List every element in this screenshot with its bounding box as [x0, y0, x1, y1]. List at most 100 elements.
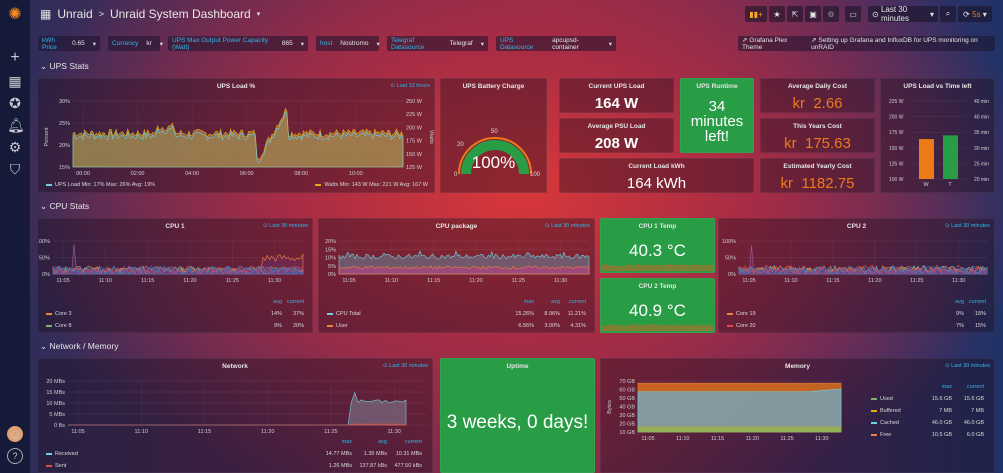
settings-button[interactable]: ⚙: [823, 6, 839, 22]
var-telegraf-datasource[interactable]: Telegraf Datasource Telegraf ▾: [387, 36, 488, 51]
panel-title[interactable]: Network: [222, 363, 248, 370]
compass-icon[interactable]: ✪: [9, 95, 21, 111]
x-tick-label: 10:00: [349, 171, 363, 177]
var-ups-max[interactable]: UPS Max Output Power Capacity (Watt) 865 ▾: [168, 36, 308, 51]
link-ups-guide[interactable]: ⇗ Setting up Grafana and InfluxDB for UP…: [811, 37, 978, 51]
var-value[interactable]: apcupsd-container: [552, 36, 579, 51]
legend-item[interactable]: Received: [46, 451, 78, 457]
link-plex-theme[interactable]: ⇗ Grafana Plex Theme: [742, 37, 788, 51]
save-button[interactable]: ▣: [805, 6, 821, 22]
x-tick-label: 00:00: [76, 171, 90, 177]
legend-header-current[interactable]: current: [966, 384, 984, 390]
legend-ups-load[interactable]: UPS Load Min: 17% Max: 26% Avg: 19%: [46, 182, 155, 188]
var-value[interactable]: 0.65: [72, 40, 85, 47]
star-button[interactable]: ★: [769, 6, 785, 22]
legend-value-current: 37%: [292, 311, 304, 317]
panel-title[interactable]: CPU 2 Temp: [638, 283, 677, 290]
x-tick-label: 11:20: [868, 278, 881, 284]
help-icon[interactable]: ?: [7, 448, 23, 464]
gear-icon[interactable]: ⚙: [8, 139, 22, 155]
legend-item[interactable]: Core 19: [727, 311, 756, 317]
legend-value-max: 10.5 GB: [931, 432, 952, 438]
legend-header-avg[interactable]: avg: [955, 299, 964, 305]
var-host[interactable]: host Nostromo ▾: [316, 36, 380, 51]
zoom-out-button[interactable]: ⌕: [940, 6, 956, 22]
var-value[interactable]: 865: [281, 40, 293, 47]
row-header-network[interactable]: ⌄ Network / Memory: [40, 341, 119, 351]
panel-title[interactable]: UPS Runtime: [696, 83, 738, 90]
panel-title[interactable]: Average Daily Cost: [787, 83, 847, 90]
legend-item[interactable]: Core 20: [727, 323, 756, 329]
x-tick-label: 11:20: [183, 278, 196, 284]
temp-sparkline-path: [602, 263, 714, 271]
time-picker[interactable]: ⊙ Last 30 minutes ▾: [868, 5, 938, 23]
panel-title[interactable]: CPU package: [435, 223, 478, 230]
var-label: Currency: [112, 40, 139, 47]
breadcrumb-root[interactable]: Unraid: [57, 7, 93, 21]
legend-item[interactable]: Core 3: [46, 311, 72, 317]
legend-header-current[interactable]: current: [568, 299, 586, 305]
legend-item[interactable]: CPU Total: [327, 311, 361, 317]
grafana-logo-icon[interactable]: ✺: [8, 6, 22, 23]
var-value[interactable]: Nostromo: [340, 40, 369, 47]
var-ups-datasource[interactable]: UPS Datasource apcupsd-container ▾: [496, 36, 616, 51]
panel-title[interactable]: UPS Load vs Time left: [903, 83, 972, 90]
legend-header-current[interactable]: current: [404, 439, 422, 445]
legend-item[interactable]: Used: [871, 396, 893, 402]
core-series: [52, 264, 304, 275]
avatar[interactable]: ☺: [7, 426, 23, 442]
legend-header-max[interactable]: max: [341, 439, 352, 445]
dashboard-title[interactable]: Unraid System Dashboard: [109, 7, 251, 21]
legend-header-avg[interactable]: avg: [551, 299, 560, 305]
legend-label: Watts Min: 143 W Max: 221 W Avg: 167 W: [324, 182, 428, 188]
y-tick-label: 125 W: [889, 161, 904, 167]
row-header-ups[interactable]: ⌄ UPS Stats: [40, 61, 89, 71]
legend-header-current[interactable]: current: [286, 299, 304, 305]
panel-title[interactable]: This Years Cost: [793, 123, 842, 130]
legend-header-avg[interactable]: avg: [273, 299, 282, 305]
legend-item[interactable]: Cached: [871, 420, 899, 426]
legend-item[interactable]: Sent: [46, 463, 66, 469]
panel-title[interactable]: UPS Load %: [216, 83, 256, 90]
row-header-cpu[interactable]: ⌄ CPU Stats: [40, 201, 90, 211]
bell-icon[interactable]: 🔔︎: [7, 117, 25, 133]
var-kwh-price[interactable]: kWh Price 0.65 ▾: [38, 36, 100, 51]
legend-item[interactable]: Core 8: [46, 323, 72, 329]
shield-icon[interactable]: ⛉: [9, 161, 21, 177]
panel-title[interactable]: UPS Battery Charge: [462, 83, 525, 90]
ups-load-vs-time-chart: 225 W 45 min 200 W 40 min 175 W 35 min 150 W 30…: [889, 99, 989, 188]
refresh-button[interactable]: ⟳ 5s ▾: [958, 6, 992, 22]
legend-watts[interactable]: Watts Min: 143 W Max: 221 W Avg: 167 W: [315, 182, 428, 188]
y2-tick-label: 40 min: [974, 115, 989, 121]
legend-value-max: 14.77 MBs: [325, 451, 352, 457]
legend-header-max[interactable]: max: [523, 299, 534, 305]
panel-title[interactable]: Uptime: [506, 363, 529, 370]
tv-mode-button[interactable]: ▭: [845, 6, 861, 22]
panel-title[interactable]: Memory: [785, 363, 810, 370]
legend-header-avg[interactable]: avg: [378, 439, 387, 445]
y-tick-label: 0%: [728, 272, 736, 278]
var-value[interactable]: kr: [146, 40, 152, 47]
panel-title[interactable]: Current Load kWh: [628, 163, 685, 170]
legend-item[interactable]: User: [327, 323, 348, 329]
share-button[interactable]: ⇱: [787, 6, 803, 22]
legend-item[interactable]: Free: [871, 432, 891, 438]
plus-icon[interactable]: +: [10, 49, 20, 66]
legend-header-max[interactable]: max: [941, 384, 952, 390]
legend-item[interactable]: Buffered: [871, 408, 901, 414]
x-tick-label: 11:15: [826, 278, 839, 284]
y-axis-label: Percent: [44, 127, 50, 146]
panel-title[interactable]: CPU 2: [846, 223, 867, 230]
panel-title[interactable]: Current UPS Load: [588, 83, 645, 90]
panel-title[interactable]: CPU 1: [165, 223, 185, 230]
panel-title[interactable]: Average PSU Load: [587, 123, 646, 130]
dashboards-icon[interactable]: ▦: [8, 73, 22, 89]
panel-title[interactable]: CPU 1 Temp: [638, 223, 677, 230]
chevron-down-icon[interactable]: ▾: [256, 11, 261, 18]
var-currency[interactable]: Currency kr ▾: [108, 36, 163, 51]
legend-header-current[interactable]: current: [968, 299, 986, 305]
panel-title[interactable]: Estimated Yearly Cost: [783, 163, 852, 170]
y-tick-label: 5%: [328, 264, 336, 270]
add-panel-button[interactable]: ▮▮+: [745, 6, 767, 22]
var-value[interactable]: Telegraf: [449, 40, 473, 47]
